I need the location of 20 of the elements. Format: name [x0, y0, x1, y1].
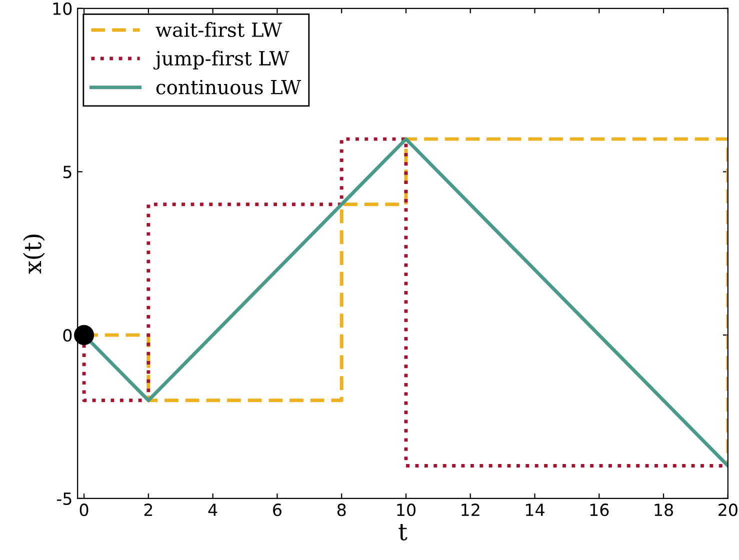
x-tick-label: 16	[590, 504, 609, 516]
x-tick-label: 2	[144, 504, 152, 516]
legend-label: jump-first LW	[154, 50, 290, 70]
x-tick-label: 8	[337, 504, 346, 516]
x-tick-label: 0	[80, 504, 88, 516]
x-tick-label: 4	[208, 504, 218, 516]
y-tick-label: 0	[63, 329, 72, 342]
y-tick-label: -5	[56, 492, 72, 505]
legend-label: continuous LW	[156, 80, 302, 94]
legend-label: wait-first LW	[156, 22, 282, 38]
y-axis-title: x(t)	[23, 234, 45, 274]
x-tick-label: 12	[462, 504, 480, 516]
x-tick-label: 10	[397, 504, 416, 516]
y-tick-label: 5	[63, 166, 72, 178]
x-tick-label: 6	[273, 504, 282, 516]
y-tick-label: 10	[53, 2, 72, 15]
x-axis-title: t	[398, 524, 408, 540]
x-tick-label: 18	[654, 504, 673, 516]
x-tick-label: 14	[526, 504, 544, 516]
x-tick-label: 20	[718, 504, 738, 516]
